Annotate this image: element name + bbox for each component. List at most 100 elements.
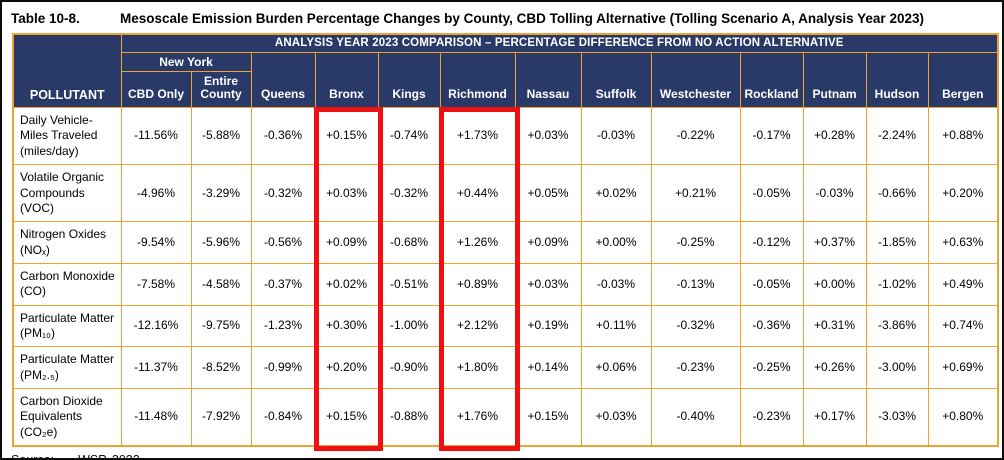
value-cell-bergen: +0.74% xyxy=(927,304,999,348)
column-header-kings: Kings xyxy=(377,51,441,109)
table-title: Mesoscale Emission Burden Percentage Cha… xyxy=(120,11,924,26)
value-cell-bronx: +0.30% xyxy=(314,304,379,348)
value-cell-cbd-only: -7.58% xyxy=(120,262,192,306)
value-cell-queens: -0.56% xyxy=(250,221,316,264)
table-row-nitrogen-oxides-no: Nitrogen Oxides (NOₓ) -9.54% -5.96% -0.56% +… xyxy=(12,221,999,264)
value-cell-putnam: +0.31% xyxy=(802,304,867,348)
value-cell-richmond: +1.26% xyxy=(439,221,516,264)
value-cell-hudson: -3.03% xyxy=(865,388,929,447)
table-row-particulate-matter-pm: Particulate Matter (PM₂.₅) -11.37% -8.52% -… xyxy=(12,346,999,390)
value-cell-entire-county: -3.29% xyxy=(190,164,252,223)
value-cell-cbd-only: -11.37% xyxy=(120,346,192,390)
row-label: Carbon Dioxide Equivalents (CO₂e) xyxy=(12,388,122,447)
value-cell-queens: -0.32% xyxy=(250,164,316,223)
value-cell-bergen: +0.69% xyxy=(927,346,999,390)
value-cell-nassau: +0.19% xyxy=(514,304,582,348)
value-cell-nassau: +0.05% xyxy=(514,164,582,223)
value-cell-kings: -1.00% xyxy=(377,304,441,348)
value-cell-bronx: +0.20% xyxy=(314,346,379,390)
value-cell-richmond: +0.89% xyxy=(439,262,516,306)
value-cell-rockland: -0.17% xyxy=(739,107,804,166)
value-cell-rockland: -0.23% xyxy=(739,388,804,447)
value-cell-westchester: +0.21% xyxy=(650,164,741,223)
column-header-richmond: Richmond xyxy=(439,51,516,109)
table-body: Daily Vehicle-Miles Traveled (miles/day)… xyxy=(12,107,999,447)
column-header-queens: Queens xyxy=(250,51,316,109)
value-cell-putnam: +0.26% xyxy=(802,346,867,390)
value-cell-queens: -0.84% xyxy=(250,388,316,447)
column-header-hudson: Hudson xyxy=(865,51,929,109)
value-cell-entire-county: -5.96% xyxy=(190,221,252,264)
value-cell-suffolk: +0.06% xyxy=(580,346,652,390)
value-cell-westchester: -0.25% xyxy=(650,221,741,264)
row-label: Nitrogen Oxides (NOₓ) xyxy=(12,221,122,264)
value-cell-kings: -0.90% xyxy=(377,346,441,390)
value-cell-bergen: +0.63% xyxy=(927,221,999,264)
source-note: Source: WSP, 2022 xyxy=(2,447,1002,458)
value-cell-kings: -0.88% xyxy=(377,388,441,447)
value-cell-entire-county: -7.92% xyxy=(190,388,252,447)
value-cell-kings: -0.32% xyxy=(377,164,441,223)
value-cell-suffolk: +0.11% xyxy=(580,304,652,348)
value-cell-bergen: +0.20% xyxy=(927,164,999,223)
value-cell-bronx: +0.15% xyxy=(314,388,379,447)
value-cell-westchester: -0.40% xyxy=(650,388,741,447)
emissions-table: POLLUTANT ANALYSIS YEAR 2023 COMPARISON –… xyxy=(12,33,1000,448)
column-header-nassau: Nassau xyxy=(514,51,582,109)
value-cell-suffolk: +0.02% xyxy=(580,164,652,223)
value-cell-richmond: +1.80% xyxy=(439,346,516,390)
value-cell-suffolk: +0.03% xyxy=(580,388,652,447)
column-header-rockland: Rockland xyxy=(739,51,804,109)
column-header-suffolk: Suffolk xyxy=(580,51,652,109)
value-cell-westchester: -0.13% xyxy=(650,262,741,306)
value-cell-putnam: -0.03% xyxy=(802,164,867,223)
value-cell-nassau: +0.15% xyxy=(514,388,582,447)
value-cell-rockland: -0.25% xyxy=(739,346,804,390)
value-cell-hudson: -1.85% xyxy=(865,221,929,264)
value-cell-bronx: +0.02% xyxy=(314,262,379,306)
value-cell-hudson: -2.24% xyxy=(865,107,929,166)
value-cell-kings: -0.51% xyxy=(377,262,441,306)
group-header-new-york: New York xyxy=(120,51,252,72)
table-row-volatile-organic-compounds-voc: Volatile Organic Compounds (VOC) -4.96% -3… xyxy=(12,164,999,223)
table-header: POLLUTANT ANALYSIS YEAR 2023 COMPARISON –… xyxy=(12,33,999,109)
value-cell-hudson: -1.02% xyxy=(865,262,929,306)
value-cell-suffolk: +0.00% xyxy=(580,221,652,264)
value-cell-putnam: +0.00% xyxy=(802,262,867,306)
value-cell-bronx: +0.09% xyxy=(314,221,379,264)
row-label: Volatile Organic Compounds (VOC) xyxy=(12,164,122,223)
value-cell-rockland: -0.05% xyxy=(739,164,804,223)
table-caption: Table 10-8. Mesoscale Emission Burden Per… xyxy=(2,2,1002,33)
value-cell-entire-county: -8.52% xyxy=(190,346,252,390)
value-cell-bergen: +0.80% xyxy=(927,388,999,447)
value-cell-bergen: +0.49% xyxy=(927,262,999,306)
value-cell-westchester: -0.32% xyxy=(650,304,741,348)
row-label: Carbon Monoxide (CO) xyxy=(12,262,122,306)
value-cell-cbd-only: -9.54% xyxy=(120,221,192,264)
row-label: Particulate Matter (PM₁₀) xyxy=(12,304,122,348)
value-cell-rockland: -0.12% xyxy=(739,221,804,264)
value-cell-putnam: +0.37% xyxy=(802,221,867,264)
value-cell-kings: -0.74% xyxy=(377,107,441,166)
value-cell-nassau: +0.09% xyxy=(514,221,582,264)
value-cell-bronx: +0.03% xyxy=(314,164,379,223)
column-header-putnam: Putnam xyxy=(802,51,867,109)
column-header-westchester: Westchester xyxy=(650,51,741,109)
value-cell-suffolk: -0.03% xyxy=(580,262,652,306)
value-cell-queens: -0.99% xyxy=(250,346,316,390)
value-cell-entire-county: -5.88% xyxy=(190,107,252,166)
table-row-daily-vehicle-miles-traveled-m: Daily Vehicle-Miles Traveled (miles/day)… xyxy=(12,107,999,166)
value-cell-hudson: -3.86% xyxy=(865,304,929,348)
table-number: Table 10-8. xyxy=(11,11,80,26)
row-label: Particulate Matter (PM₂.₅) xyxy=(12,346,122,390)
value-cell-bronx: +0.15% xyxy=(314,107,379,166)
source-label: Source: xyxy=(11,453,54,458)
value-cell-putnam: +0.17% xyxy=(802,388,867,447)
value-cell-putnam: +0.28% xyxy=(802,107,867,166)
column-header-cbd-only: CBD Only xyxy=(120,70,192,109)
value-cell-entire-county: -9.75% xyxy=(190,304,252,348)
value-cell-cbd-only: -12.16% xyxy=(120,304,192,348)
value-cell-nassau: +0.14% xyxy=(514,346,582,390)
column-header-pollutant: POLLUTANT xyxy=(12,33,122,109)
